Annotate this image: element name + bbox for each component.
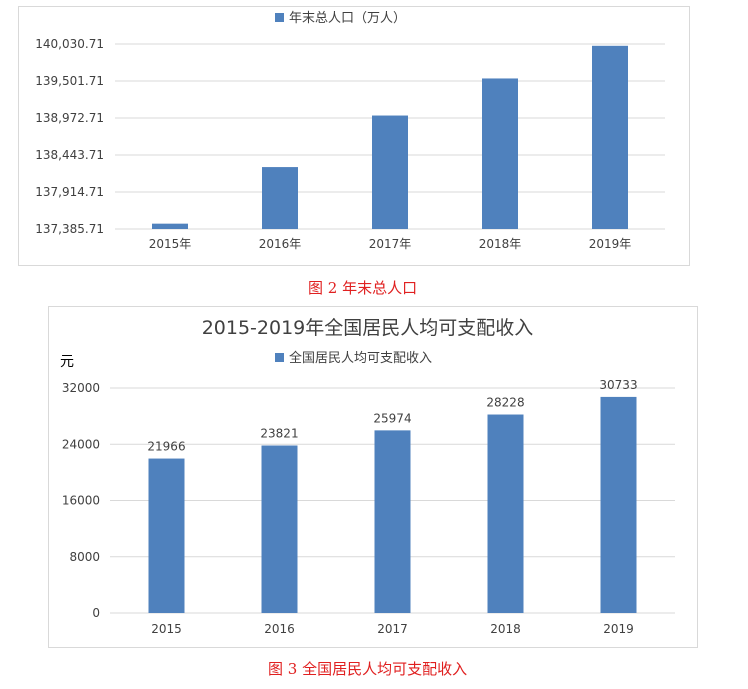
- chart-1-legend-swatch: [275, 13, 284, 22]
- chart-1-bar-2017年: [372, 115, 408, 229]
- chart-1-ytick-label: 138,972.71: [35, 111, 104, 125]
- chart-2-category-label: 2015: [151, 622, 182, 636]
- chart-2-ytick-label: 24000: [62, 437, 100, 451]
- chart-1-category-label: 2016年: [259, 237, 302, 251]
- chart-2-ytick-label: 8000: [69, 550, 100, 564]
- chart-1-category-label: 2019年: [589, 237, 632, 251]
- chart-2-data-label: 28228: [486, 396, 524, 410]
- figure-2-caption: 图 2 年末总人口: [308, 279, 418, 297]
- chart-2-ylabel: 元: [60, 354, 74, 370]
- chart-1-ytick-label: 137,914.71: [35, 185, 104, 199]
- chart-2-bar-2017: [374, 430, 411, 613]
- chart-1-bar-2019年: [592, 45, 628, 229]
- chart-2-bar-2019: [600, 396, 637, 613]
- chart-2-data-label: 30733: [599, 378, 637, 392]
- chart-2-legend-swatch: [275, 353, 284, 362]
- chart-1-category-label: 2015年: [149, 237, 192, 251]
- chart-1-category-label: 2017年: [369, 237, 412, 251]
- chart-1-ytick-label: 138,443.71: [35, 148, 104, 162]
- chart-2-category-label: 2019: [603, 622, 634, 636]
- chart-2-ytick-label: 0: [92, 606, 100, 620]
- chart-1-ytick-label: 137,385.71: [35, 222, 104, 236]
- chart-1-bar-2018年: [482, 78, 518, 229]
- chart-1-ytick-label: 139,501.71: [35, 74, 104, 88]
- chart-2-title: 2015-2019年全国居民人均可支配收入: [202, 317, 534, 339]
- chart-1-category-label: 2018年: [479, 237, 522, 251]
- chart-1-bar-2015年: [152, 223, 188, 229]
- chart-2-category-label: 2016: [264, 622, 295, 636]
- chart-2-ytick-label: 32000: [62, 381, 100, 395]
- chart-1-bar-2016年: [262, 167, 298, 229]
- chart-2-ytick-label: 16000: [62, 494, 100, 508]
- chart-1-legend-label: 年末总人口（万人）: [289, 11, 406, 26]
- chart-2-bar-2018: [487, 414, 524, 613]
- chart-2-data-label: 21966: [147, 440, 185, 454]
- chart-1-ytick-label: 140,030.71: [35, 37, 104, 51]
- chart-2-bar-2015: [148, 458, 185, 613]
- chart-2-bar-2016: [261, 445, 298, 613]
- chart-2-category-label: 2018: [490, 622, 521, 636]
- chart-2-data-label: 23821: [260, 427, 298, 441]
- population-chart-frame: [18, 6, 690, 266]
- chart-2-data-label: 25974: [373, 411, 411, 425]
- chart-2-category-label: 2017: [377, 622, 408, 636]
- figure-3-caption: 图 3 全国居民人均可支配收入: [268, 660, 468, 678]
- chart-2-legend-label: 全国居民人均可支配收入: [289, 350, 432, 366]
